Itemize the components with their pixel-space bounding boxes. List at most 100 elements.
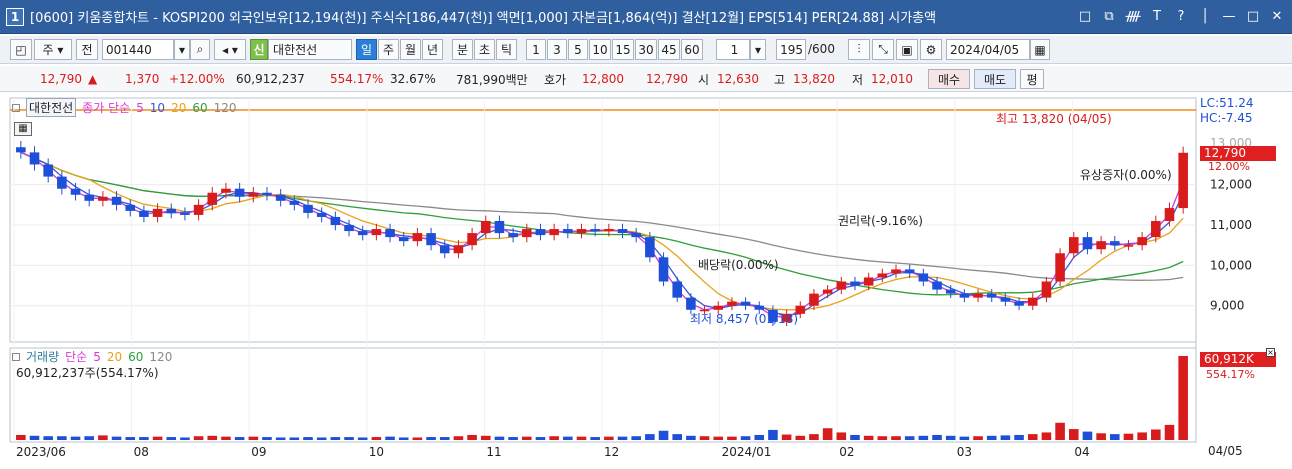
gear-icon[interactable]: ⚙ — [920, 39, 942, 60]
volume-bar — [84, 436, 94, 440]
quote-bar: 12,790 ▲ 1,370 +12.00% 60,912,237 554.17… — [0, 66, 1292, 92]
candle-body — [522, 229, 532, 238]
open-label: 시 — [698, 72, 710, 87]
stock-name-field[interactable]: 대한전선 — [268, 39, 352, 60]
volume-legend: 거래량 단순 5 20 60 120 — [12, 348, 172, 365]
x-tick-label: 03 — [957, 445, 972, 459]
legend-ma5: 5 — [136, 100, 144, 115]
period-select[interactable]: 주 ▾ — [34, 39, 72, 60]
layout-icon[interactable]: ◰ — [10, 39, 32, 60]
volume-bar — [686, 435, 696, 440]
volume-bar — [43, 436, 53, 440]
candle-body — [809, 293, 819, 306]
save-icon[interactable]: ▣ — [896, 39, 918, 60]
tab-tick[interactable]: 틱 — [496, 39, 517, 60]
chart-area[interactable]: 9,000 10,000 11,000 12,000 2023/06 08 09 10 11 12… — [0, 94, 1292, 469]
candle-body — [494, 220, 505, 234]
stock-code-input[interactable]: 001440 — [102, 39, 174, 60]
tab-month[interactable]: 월 — [400, 39, 421, 60]
volume-tag-pct: 554.17% — [1206, 368, 1255, 381]
range-input[interactable]: 195 — [776, 39, 806, 60]
tile-icon[interactable]: □ — [1078, 8, 1092, 24]
rights-annotation: 권리락(-9.16%) — [838, 214, 923, 228]
price-volume-chart[interactable]: 9,000 10,000 11,000 12,000 2023/06 08 09 10 11 12… — [0, 94, 1292, 469]
interval-1[interactable]: 1 — [526, 39, 546, 60]
candle-body — [57, 176, 67, 189]
candle-body — [1027, 297, 1038, 306]
candle-body — [453, 245, 464, 254]
volume-bar — [932, 434, 942, 440]
search-icon[interactable]: ⌕ — [190, 39, 210, 60]
tab-week[interactable]: 주 — [378, 39, 399, 60]
volume-bar — [1000, 435, 1011, 440]
date-input[interactable]: 2024/04/05 — [946, 39, 1030, 60]
tab-year[interactable]: 년 — [422, 39, 443, 60]
volume-bar — [480, 435, 491, 440]
volume-legend-box-icon[interactable] — [12, 352, 20, 361]
count-dropdown-icon[interactable]: ▾ — [750, 39, 766, 60]
ask-price: 12,800 — [582, 72, 624, 86]
help-icon[interactable]: ? — [1177, 8, 1185, 24]
volume-bar — [549, 436, 559, 440]
tab-day[interactable]: 일 — [356, 39, 377, 60]
volume-bar — [836, 432, 847, 440]
font-icon[interactable]: T — [1153, 8, 1161, 24]
candle-body — [781, 313, 792, 322]
volume-bar — [918, 435, 929, 440]
candle-body — [1068, 237, 1079, 254]
candle-body — [822, 289, 833, 294]
chart-toolbar: ◰ 주 ▾ 전 001440 ▾ ⌕ ◂ ▾ 신 대한전선 일 주 월 년 분 … — [0, 36, 1292, 64]
avg-button[interactable]: 평 — [1020, 69, 1044, 89]
count-input[interactable]: 1 — [716, 39, 750, 60]
dividend-annotation: 배당락(0.00%) — [698, 258, 779, 272]
volume-bar — [248, 436, 259, 440]
candle-body — [16, 147, 26, 153]
candle-body — [43, 164, 53, 177]
interval-5[interactable]: 5 — [568, 39, 588, 60]
volume-bar — [494, 436, 505, 440]
interval-60[interactable]: 60 — [681, 39, 703, 60]
tab-minute[interactable]: 분 — [452, 39, 473, 60]
volume-ratio: 554.17% — [330, 72, 384, 86]
code-dropdown-icon[interactable]: ▾ — [174, 39, 190, 60]
volume-bar — [344, 437, 354, 440]
maximize-icon[interactable]: □ — [1246, 8, 1260, 24]
sell-button[interactable]: 매도 — [974, 69, 1016, 89]
candle-body — [1123, 245, 1134, 247]
volume-bar — [973, 436, 983, 440]
pin-icon[interactable]: ᚎ — [1125, 8, 1141, 24]
x-tick-label: 04 — [1074, 445, 1089, 459]
minimize-icon[interactable]: — — [1222, 8, 1236, 24]
interval-30[interactable]: 30 — [635, 39, 657, 60]
interval-15[interactable]: 15 — [612, 39, 634, 60]
sound-icon[interactable]: ◂ ▾ — [214, 39, 246, 60]
legend-stock-name: 대한전선 — [26, 98, 77, 117]
draw-tool-icon[interactable]: ⤡ — [872, 39, 894, 60]
interval-3[interactable]: 3 — [547, 39, 567, 60]
jeon-button[interactable]: 전 — [76, 39, 98, 60]
candle-body — [316, 212, 327, 217]
candle-body — [139, 210, 149, 217]
buy-button[interactable]: 매수 — [928, 69, 970, 89]
close-panel-icon[interactable]: × — [1266, 348, 1275, 357]
new-badge: 신 — [250, 39, 268, 60]
candle-type-icon[interactable]: ⫶ — [848, 39, 870, 60]
restore-icon[interactable]: ⧉ — [1104, 8, 1114, 24]
candle-body — [398, 237, 409, 242]
candle-body — [563, 229, 573, 234]
price-legend: 대한전선 종가 단순 5 10 20 60 120 — [12, 98, 237, 117]
grid-toggle-icon[interactable]: ▦ — [14, 122, 32, 136]
volume-bar — [590, 437, 600, 440]
candle-body — [371, 229, 382, 236]
legend-box-icon[interactable] — [12, 103, 20, 112]
close-icon[interactable]: ✕ — [1271, 8, 1283, 24]
period-select-label: 주 — [42, 43, 54, 57]
interval-10[interactable]: 10 — [589, 39, 611, 60]
tab-second[interactable]: 초 — [474, 39, 495, 60]
candle-body — [344, 225, 354, 232]
window-number-badge[interactable]: 1 — [6, 7, 24, 26]
interval-45[interactable]: 45 — [658, 39, 680, 60]
calendar-icon[interactable]: ▦ — [1030, 39, 1050, 60]
candle-body — [713, 305, 724, 310]
legend-ma10: 10 — [149, 100, 166, 115]
